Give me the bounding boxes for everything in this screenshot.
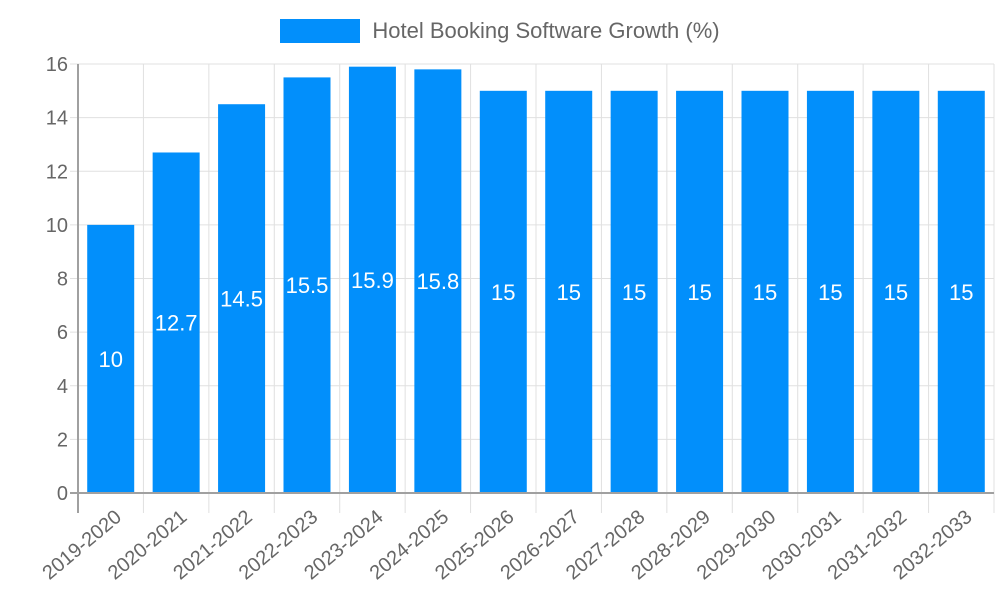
bar[interactable] [414, 69, 462, 494]
bar-data-label: 15.9 [351, 268, 394, 293]
y-tick-label: 10 [46, 215, 68, 237]
y-tick-label: 16 [46, 54, 68, 76]
bar[interactable] [152, 152, 200, 493]
y-tick-label: 2 [57, 429, 68, 451]
bar-data-label: 15 [491, 280, 515, 305]
chart-legend: Hotel Booking Software Growth (%) [0, 18, 1000, 44]
legend-swatch[interactable] [280, 19, 361, 43]
bar[interactable] [87, 224, 135, 493]
bar-data-label: 12.7 [155, 311, 198, 336]
bar[interactable] [872, 90, 920, 493]
bar[interactable] [806, 90, 854, 493]
bar-data-label: 15 [556, 280, 580, 305]
bar[interactable] [479, 90, 527, 493]
bar[interactable] [283, 77, 331, 493]
bar[interactable] [348, 66, 396, 494]
bar-data-label: 14.5 [220, 287, 263, 312]
bar-data-label: 15 [687, 280, 711, 305]
bar-data-label: 15 [949, 280, 973, 305]
bar-data-label: 15 [753, 280, 777, 305]
bar-data-label: 15.5 [286, 273, 329, 298]
bar-data-label: 15 [622, 280, 646, 305]
y-tick-label: 12 [46, 161, 68, 183]
y-tick-label: 8 [57, 269, 68, 291]
bar[interactable] [610, 90, 658, 493]
bar[interactable] [741, 90, 789, 493]
y-tick-label: 4 [57, 376, 68, 398]
bar-data-label: 15 [884, 280, 908, 305]
bar-data-label: 10 [98, 347, 122, 372]
legend-label: Hotel Booking Software Growth (%) [372, 18, 720, 43]
bar[interactable] [676, 90, 724, 493]
y-tick-label: 6 [57, 322, 68, 344]
bar-data-label: 15.8 [416, 269, 459, 294]
bar-data-label: 15 [818, 280, 842, 305]
bar[interactable] [545, 90, 593, 493]
bar[interactable] [937, 90, 985, 493]
bar[interactable] [218, 104, 266, 493]
y-tick-label: 14 [46, 108, 68, 130]
y-tick-label: 0 [57, 483, 68, 505]
